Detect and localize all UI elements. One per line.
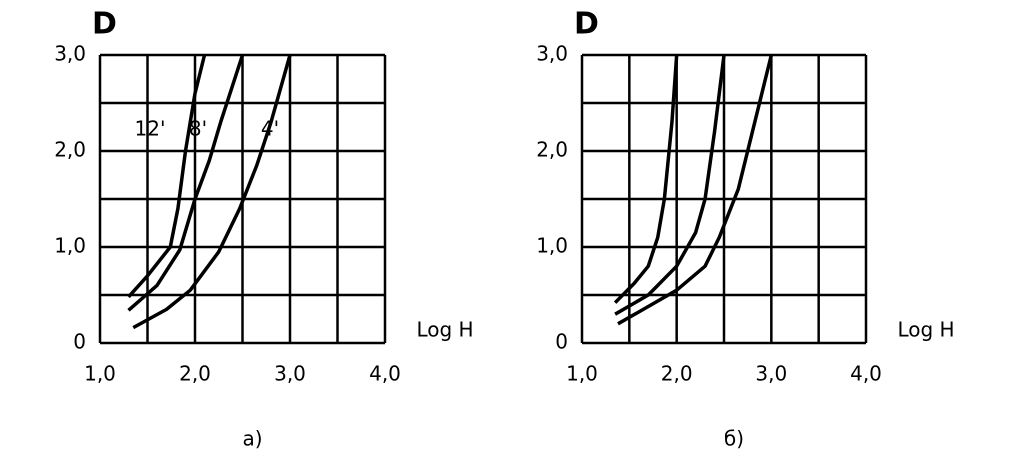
y-tick-label: 3,0 (54, 42, 86, 66)
x-tick-label: 4,0 (850, 362, 882, 386)
x-tick-label: 2,0 (179, 362, 211, 386)
x-tick-label: 2,0 (661, 362, 693, 386)
caption: а) (242, 427, 262, 451)
y-tick-label: 0 (73, 330, 86, 354)
x-axis-label: Log H (897, 318, 954, 342)
x-tick-label: 1,0 (566, 362, 598, 386)
curve (617, 54, 774, 326)
y-axis-label: D (92, 7, 117, 42)
curve (127, 54, 245, 312)
x-tick-label: 1,0 (84, 362, 116, 386)
curve (613, 54, 679, 304)
x-tick-label: 3,0 (274, 362, 306, 386)
caption: б) (724, 427, 744, 451)
y-tick-label: 2,0 (54, 138, 86, 162)
curve (127, 54, 207, 299)
x-axis-label: Log H (416, 318, 473, 342)
curve-label: 4' (261, 117, 279, 141)
y-tick-label: 1,0 (54, 234, 86, 258)
x-tick-label: 3,0 (755, 362, 787, 386)
curve-label: 12' (135, 117, 166, 141)
y-tick-label: 3,0 (536, 42, 568, 66)
y-tick-label: 0 (555, 330, 568, 354)
curve-label: 8' (189, 117, 207, 141)
x-tick-label: 4,0 (369, 362, 401, 386)
y-axis-label: D (574, 7, 599, 42)
curve (132, 54, 292, 330)
y-tick-label: 2,0 (536, 138, 568, 162)
curve (614, 54, 726, 316)
y-tick-label: 1,0 (536, 234, 568, 258)
